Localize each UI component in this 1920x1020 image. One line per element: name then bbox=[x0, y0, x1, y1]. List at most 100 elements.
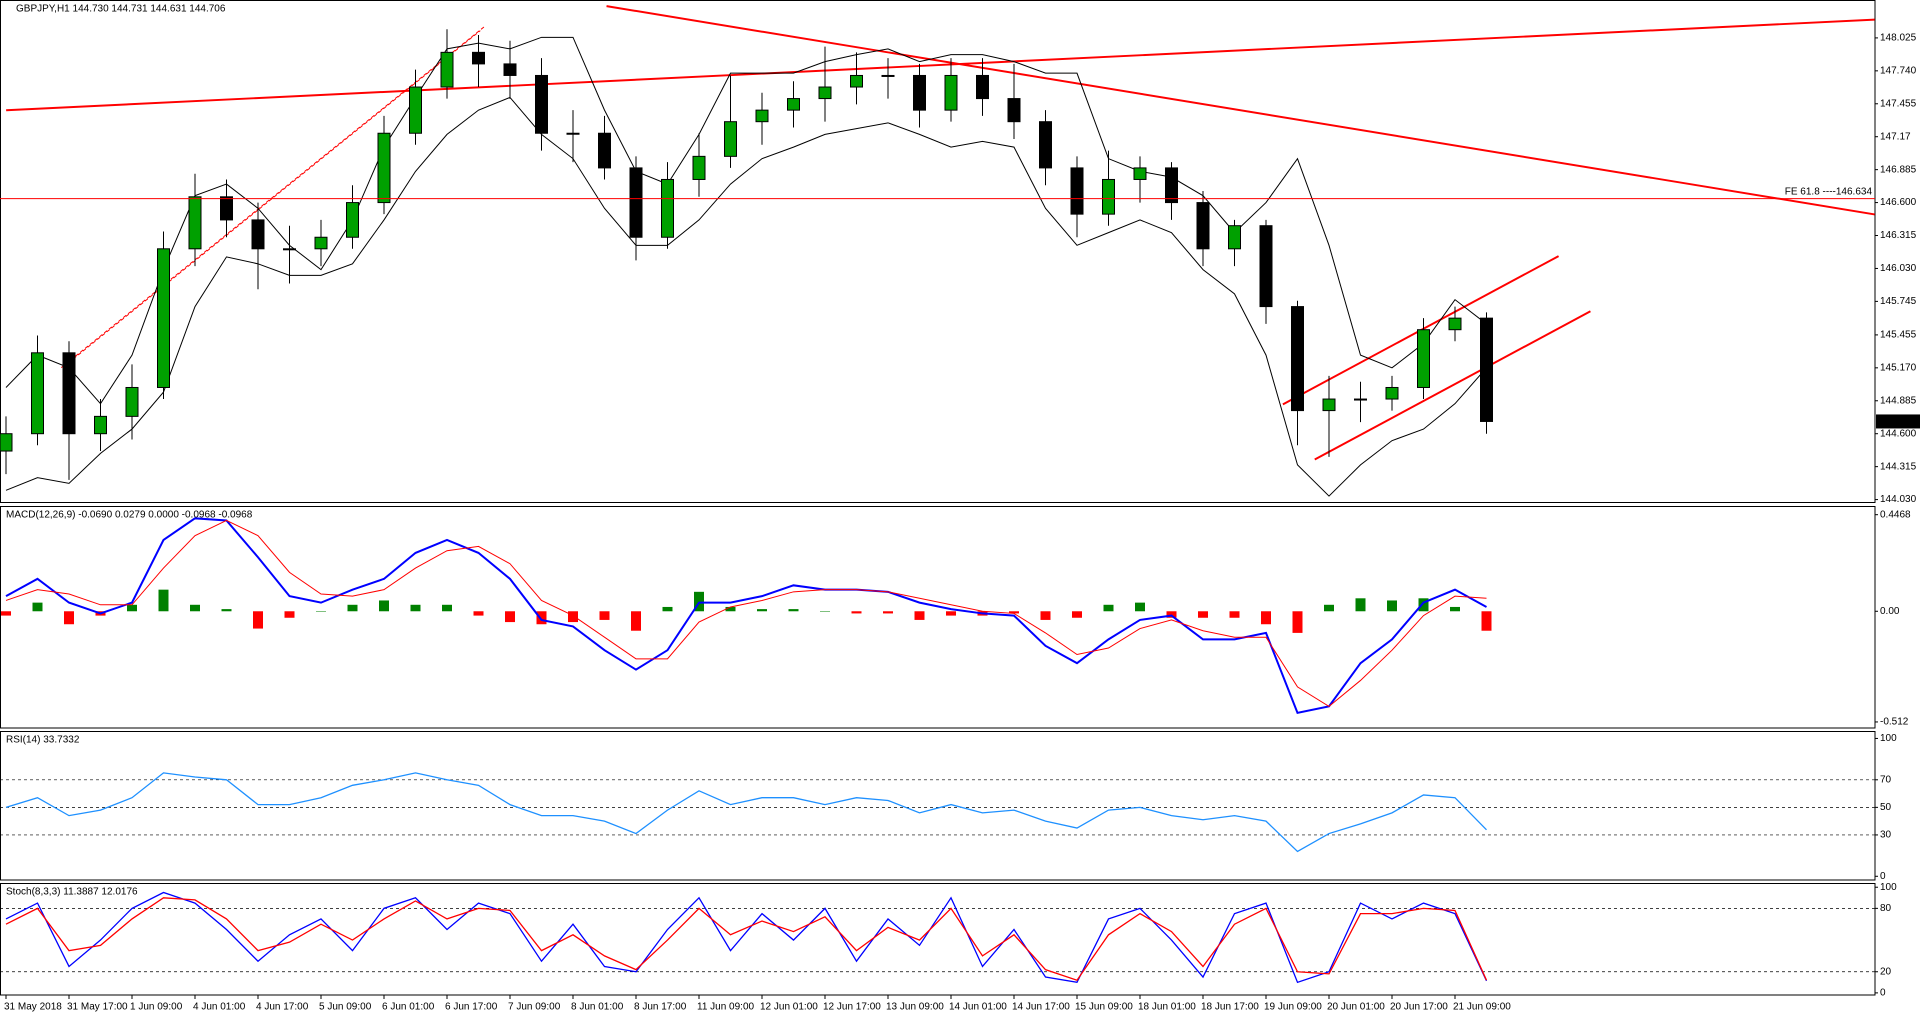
y-tick-label: 144.600 bbox=[1880, 428, 1917, 439]
candle-body bbox=[724, 121, 737, 157]
candle-body bbox=[598, 132, 611, 169]
x-tick-label: 20 Jun 01:00 bbox=[1327, 1002, 1385, 1013]
candle-body bbox=[976, 74, 989, 100]
y-tick-label: 50 bbox=[1880, 802, 1892, 813]
y-tick-label: 146.885 bbox=[1880, 164, 1917, 175]
indicator-line bbox=[5, 772, 1487, 853]
y-tick-label: 147.455 bbox=[1880, 98, 1917, 109]
y-tick-label: 100 bbox=[1880, 882, 1897, 893]
candle-body bbox=[1133, 167, 1147, 180]
macd-line bbox=[5, 517, 1487, 715]
rsi-frame bbox=[0, 731, 1876, 881]
macd-histogram-bar bbox=[1135, 602, 1145, 612]
macd-histogram-bar bbox=[1229, 611, 1240, 618]
x-tick-label: 6 Jun 17:00 bbox=[445, 1002, 498, 1013]
candle-body bbox=[881, 74, 895, 77]
x-tick-label: 19 Jun 09:00 bbox=[1264, 1002, 1322, 1013]
candle-body bbox=[1259, 225, 1273, 308]
x-tick-label: 1 Jun 09:00 bbox=[130, 1002, 183, 1013]
candle-body bbox=[1480, 317, 1493, 422]
candle-body bbox=[818, 86, 832, 100]
trend-lines bbox=[6, 5, 1875, 461]
x-tick-label: 11 Jun 09:00 bbox=[697, 1002, 755, 1013]
x-tick-label: 4 Jun 17:00 bbox=[256, 1002, 309, 1013]
candle-body bbox=[1196, 202, 1210, 250]
stoch-frame bbox=[0, 883, 1876, 996]
macd-histogram-bar bbox=[914, 611, 925, 620]
panel-title: MACD(12,26,9) -0.0690 0.0279 0.0000 -0.0… bbox=[6, 510, 253, 521]
candle-body bbox=[850, 74, 863, 88]
last-price-box bbox=[1876, 414, 1920, 429]
candle-body bbox=[377, 132, 391, 204]
x-tick-label: 18 Jun 17:00 bbox=[1201, 1002, 1259, 1013]
macd-histogram-bar bbox=[1481, 611, 1492, 631]
macd-histogram-bar bbox=[757, 609, 767, 612]
macd-histogram-bar bbox=[1324, 604, 1334, 612]
candle-body bbox=[913, 74, 926, 111]
macd-histogram-bar bbox=[1040, 611, 1051, 620]
trend-line bbox=[606, 5, 1875, 216]
y-tick-label: 146.600 bbox=[1880, 197, 1917, 208]
x-tick-label: 7 Jun 09:00 bbox=[508, 1002, 561, 1013]
macd-histogram-bar bbox=[725, 606, 736, 612]
macd-histogram-bar bbox=[1450, 606, 1460, 612]
macd-histogram-bar bbox=[1166, 611, 1177, 618]
main-frame bbox=[0, 0, 1876, 503]
macd-histogram-bar bbox=[599, 611, 610, 620]
macd-histogram-bar bbox=[158, 589, 169, 612]
macd-histogram-bar bbox=[1072, 611, 1082, 618]
macd-histogram-bar bbox=[379, 600, 389, 612]
candle-body bbox=[314, 236, 328, 250]
y-tick-label: 145.455 bbox=[1880, 330, 1917, 341]
macd-histogram-bar bbox=[883, 611, 893, 614]
macd-histogram-bar bbox=[64, 611, 74, 625]
x-tick-label: 14 Jun 01:00 bbox=[949, 1002, 1007, 1013]
candle-body bbox=[220, 196, 233, 221]
candle-body bbox=[1165, 167, 1178, 204]
y-tick-label: 146.030 bbox=[1880, 263, 1917, 274]
y-tick-label: -0.512 bbox=[1880, 717, 1909, 728]
macd-histogram-bar bbox=[1418, 598, 1429, 612]
candle-body bbox=[535, 74, 548, 134]
macd-histogram-bar bbox=[253, 611, 263, 629]
macd-histogram-bar bbox=[221, 609, 232, 612]
candle-body bbox=[94, 415, 107, 435]
macd-histogram-bar bbox=[190, 604, 200, 612]
candle-body bbox=[409, 86, 422, 134]
y-tick-label: 80 bbox=[1880, 903, 1892, 914]
panel-frames bbox=[0, 0, 1876, 996]
candle-body bbox=[251, 219, 265, 250]
candle-body bbox=[346, 202, 359, 238]
macd-histogram-bar bbox=[536, 611, 547, 625]
fe-level-label: FE 61.8 ----146.634 bbox=[1785, 186, 1873, 197]
y-tick-label: 0.00 bbox=[1880, 606, 1900, 617]
y-tick-label: 147.17 bbox=[1880, 131, 1911, 142]
candle-body bbox=[1291, 306, 1304, 412]
y-tick-label: 0 bbox=[1880, 988, 1886, 999]
candle-body bbox=[125, 386, 139, 417]
x-tick-label: 31 May 17:00 bbox=[67, 1002, 128, 1013]
x-tick-label: 15 Jun 09:00 bbox=[1075, 1002, 1133, 1013]
candle-body bbox=[755, 109, 769, 123]
y-tick-label: 30 bbox=[1880, 830, 1892, 841]
candle-body bbox=[944, 74, 958, 111]
panel-title: RSI(14) 33.7332 bbox=[6, 735, 80, 746]
x-tick-label: 8 Jun 01:00 bbox=[571, 1002, 624, 1013]
x-tick-label: 13 Jun 09:00 bbox=[886, 1002, 944, 1013]
candle-body bbox=[31, 352, 44, 435]
y-tick-label: 144.885 bbox=[1880, 395, 1917, 406]
candle-body bbox=[1228, 225, 1241, 250]
panel-title: GBPJPY,H1 144.730 144.731 144.631 144.70… bbox=[16, 4, 226, 15]
macd-histogram-bar bbox=[946, 611, 956, 616]
x-tick-label: 18 Jun 01:00 bbox=[1138, 1002, 1196, 1013]
macd-histogram-bar bbox=[820, 611, 830, 612]
x-tick-label: 31 May 2018 bbox=[4, 1002, 62, 1013]
y-tick-label: 100 bbox=[1880, 733, 1897, 744]
macd-histogram-bar bbox=[1103, 604, 1114, 612]
candle-body bbox=[1322, 398, 1336, 412]
channel-line bbox=[1314, 310, 1591, 461]
x-tick-label: 14 Jun 17:00 bbox=[1012, 1002, 1070, 1013]
candle-body bbox=[503, 63, 517, 76]
candle-body bbox=[629, 167, 643, 238]
y-tick-label: 0 bbox=[1880, 871, 1886, 882]
